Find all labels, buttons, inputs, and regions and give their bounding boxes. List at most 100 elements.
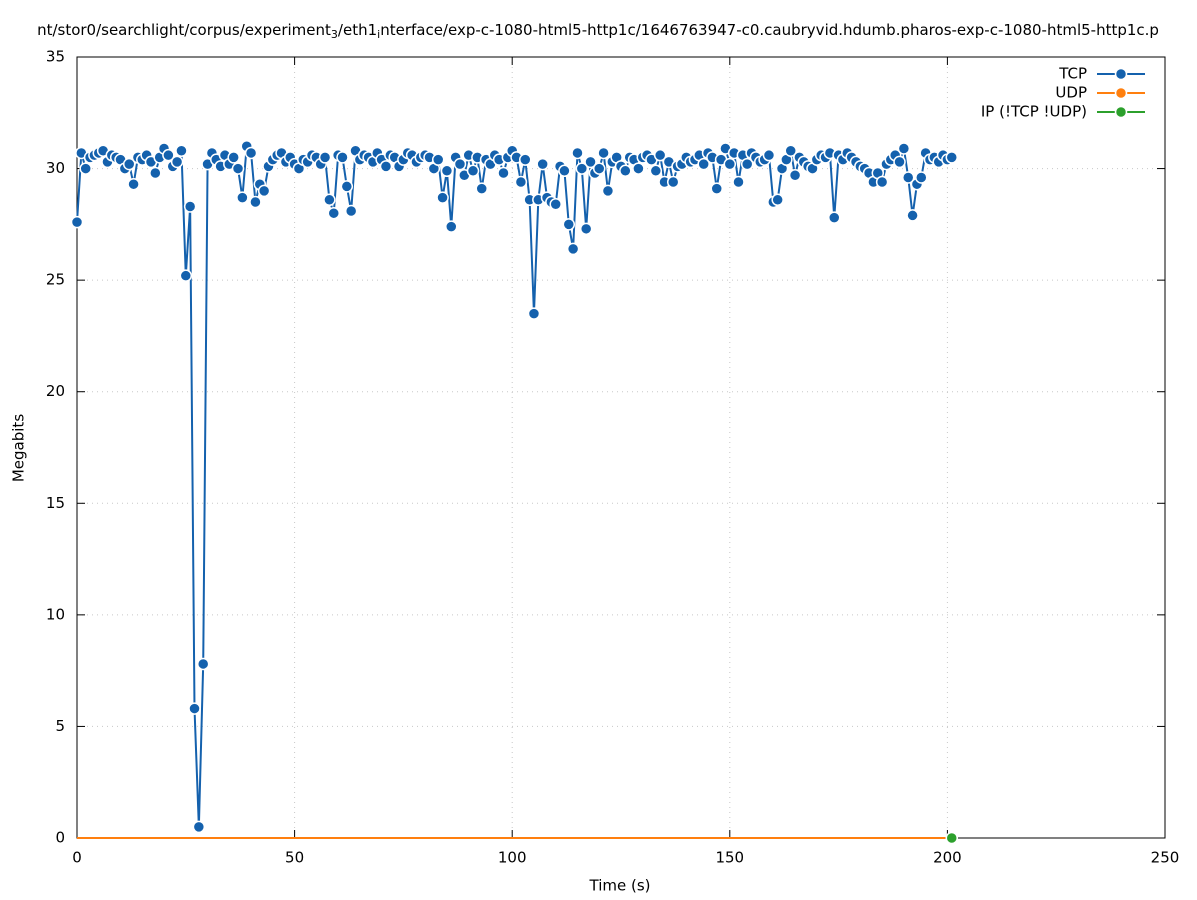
chart-title: nt/stor0/searchlight/corpus/experiment3/…	[37, 21, 1159, 42]
data-point	[575, 162, 589, 175]
data-point	[558, 164, 571, 178]
data-point	[436, 191, 449, 204]
y-tick-label: 25	[46, 271, 65, 289]
data-point	[710, 182, 723, 195]
data-point	[170, 155, 184, 169]
data-point	[257, 184, 271, 198]
data-point	[179, 269, 193, 282]
data-point	[440, 164, 454, 178]
legend-label: UDP	[1055, 84, 1087, 102]
data-point	[762, 148, 776, 162]
data-point	[453, 157, 467, 171]
x-tick-label: 250	[1151, 849, 1180, 867]
data-point	[723, 157, 737, 171]
legend-marker	[1114, 105, 1128, 119]
data-point	[327, 206, 341, 220]
data-point	[584, 155, 597, 169]
x-axis-label: Time (s)	[589, 877, 651, 895]
y-tick-label: 15	[46, 494, 65, 512]
data-point	[336, 151, 349, 164]
data-point	[231, 162, 245, 175]
data-point	[344, 204, 358, 218]
data-point	[740, 157, 754, 171]
x-tick-label: 0	[72, 849, 82, 867]
data-point	[466, 164, 480, 178]
data-point	[519, 153, 532, 166]
data-point	[906, 209, 919, 222]
x-tick-label: 100	[498, 849, 527, 867]
data-point	[227, 151, 240, 164]
data-point	[732, 175, 745, 189]
data-point	[183, 200, 197, 213]
data-point	[915, 171, 928, 184]
data-point	[514, 175, 528, 189]
data-point	[601, 184, 615, 198]
data-point	[897, 142, 911, 155]
data-point	[827, 211, 841, 224]
data-point	[475, 182, 488, 195]
data-point	[549, 198, 562, 211]
data-point	[340, 180, 354, 193]
data-point	[249, 195, 262, 209]
data-point	[318, 151, 332, 164]
title-part: nterface/exp-c-1080-html5-http1c/1646763…	[380, 21, 1159, 39]
data-point	[122, 157, 136, 171]
data-point	[697, 157, 710, 171]
data-point	[579, 222, 593, 236]
data-point	[236, 191, 249, 204]
data-point	[70, 215, 84, 229]
data-point	[901, 171, 915, 184]
data-point	[784, 144, 797, 157]
x-tick-label: 150	[715, 849, 744, 867]
data-point	[945, 831, 959, 845]
data-point	[597, 146, 610, 160]
data-point	[162, 148, 175, 162]
y-axis-label: Megabits	[10, 414, 28, 482]
data-point	[771, 193, 784, 207]
y-tick-label: 20	[46, 382, 65, 400]
data-point	[649, 164, 663, 178]
title-sub: i	[377, 28, 380, 41]
y-tick-label: 30	[46, 159, 65, 177]
x-tick-label: 50	[285, 849, 304, 867]
data-point	[566, 242, 580, 256]
data-point	[188, 702, 201, 715]
data-point	[431, 153, 445, 166]
data-point	[323, 193, 336, 207]
y-tick-label: 0	[55, 829, 65, 847]
series-line	[76, 143, 953, 827]
x-tick-label: 200	[933, 849, 962, 867]
y-tick-label: 10	[46, 605, 65, 623]
data-point	[527, 307, 541, 320]
title-part: /eth1	[338, 21, 377, 39]
data-point	[788, 169, 802, 182]
legend-label: IP (!TCP !UDP)	[981, 103, 1087, 121]
data-point	[79, 162, 92, 175]
legend-label: TCP	[1058, 65, 1087, 83]
data-point	[149, 166, 162, 180]
data-point	[592, 162, 606, 175]
y-tick-label: 35	[46, 48, 65, 66]
title-sub: 3	[331, 28, 338, 41]
data-point	[244, 146, 258, 160]
data-point	[562, 218, 576, 231]
data-point	[666, 175, 680, 189]
data-point	[653, 148, 667, 162]
data-point	[945, 151, 959, 164]
data-point	[875, 175, 889, 189]
data-point	[536, 157, 549, 171]
data-point	[196, 657, 210, 671]
data-point	[497, 166, 510, 180]
y-tick-label: 5	[55, 717, 65, 735]
data-point	[379, 160, 393, 173]
data-point	[175, 144, 188, 157]
data-point	[571, 146, 584, 160]
legend-marker	[1114, 67, 1128, 81]
legend-marker	[1114, 86, 1128, 100]
data-point	[192, 820, 206, 834]
data-point	[619, 164, 632, 178]
data-point	[893, 155, 906, 169]
data-point	[632, 162, 645, 175]
data-point	[127, 177, 140, 191]
